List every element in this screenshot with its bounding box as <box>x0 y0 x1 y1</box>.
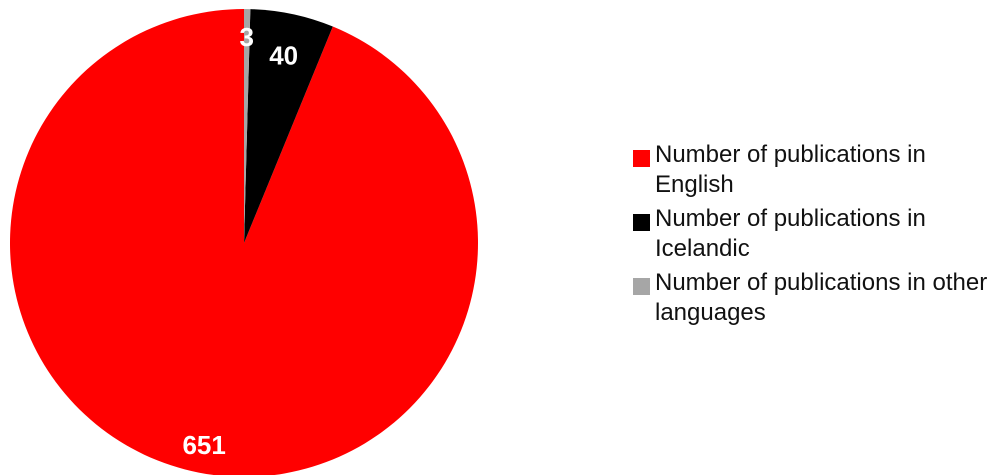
legend-item-english: Number of publications in English <box>633 140 1003 200</box>
pie-slice-other <box>244 9 251 243</box>
pie-slice-icelandic <box>244 9 333 244</box>
pie-slice-english <box>10 9 478 475</box>
legend-item-other: Number of publications in other language… <box>633 268 1003 328</box>
legend-swatch-english <box>633 150 650 167</box>
legend-swatch-other <box>633 278 650 295</box>
legend-item-icelandic: Number of publications in Icelandic <box>633 204 1003 264</box>
legend-label-other: Number of publications in other language… <box>655 269 988 326</box>
pie-data-labels: 651 40 3 <box>182 22 298 460</box>
legend-label-english: Number of publications in English <box>655 141 926 198</box>
data-label-icelandic: 40 <box>269 40 298 70</box>
data-label-other: 3 <box>240 22 254 52</box>
pie-slices <box>10 9 478 475</box>
legend: Number of publications in English Number… <box>633 140 1003 332</box>
legend-swatch-icelandic <box>633 214 650 231</box>
data-label-english: 651 <box>182 430 225 460</box>
legend-label-icelandic: Number of publications in Icelandic <box>655 205 926 262</box>
